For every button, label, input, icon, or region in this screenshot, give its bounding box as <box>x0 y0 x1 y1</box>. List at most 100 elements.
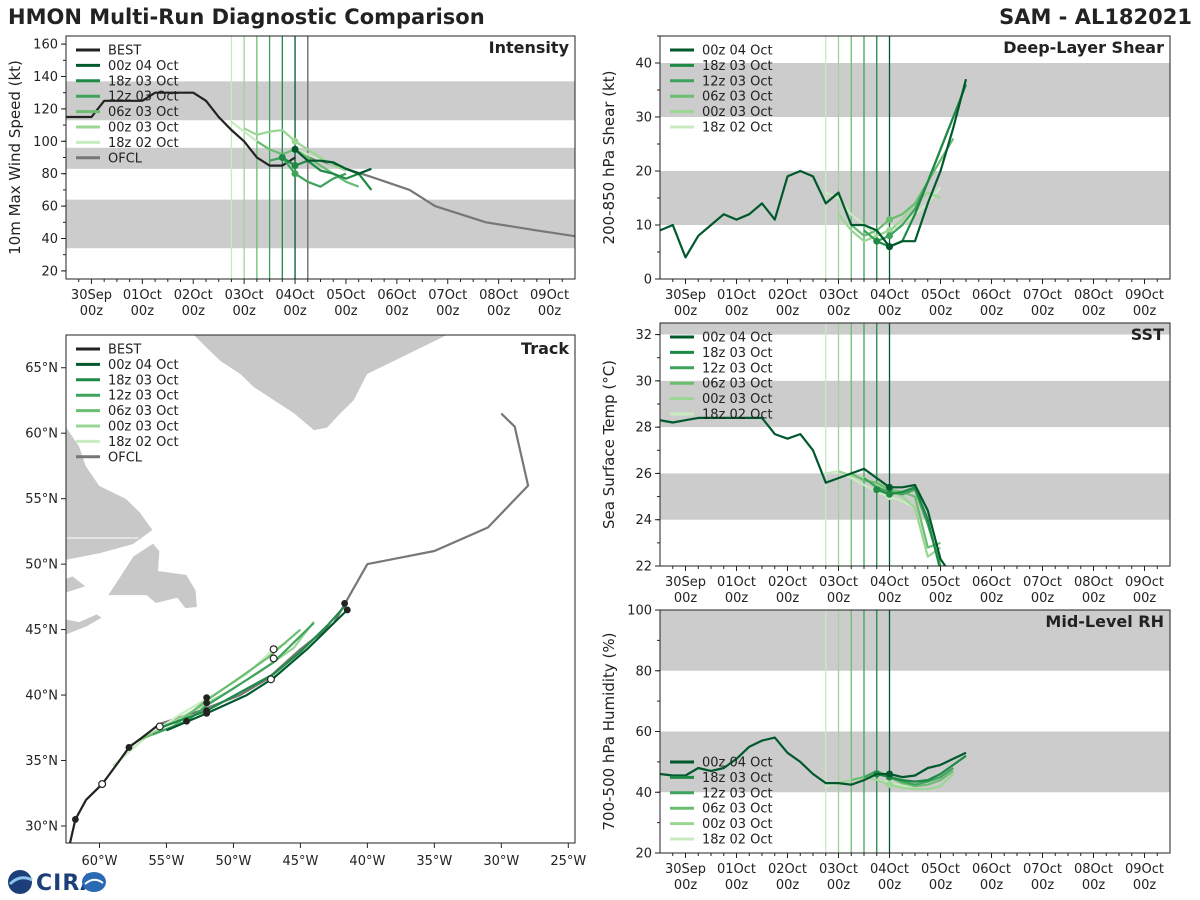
rh-band-1 <box>660 610 1170 671</box>
track-legend-label: 18z 03 Oct <box>108 373 179 388</box>
rh-xtick-label: 03Oct <box>819 862 858 877</box>
intensity-xtick-label: 09Oct <box>530 288 569 303</box>
land-gaspe <box>66 575 87 594</box>
panel-shear: 01020304030Sep00z01Oct00z02Oct00z03Oct00… <box>600 35 1171 319</box>
shear-ytick-label: 40 <box>635 57 652 72</box>
sst-legend-label: 12z 03 Oct <box>702 361 773 376</box>
land-labrador <box>66 425 154 561</box>
track-dot-open <box>266 675 275 684</box>
land-greenland <box>192 335 448 432</box>
track-dot-filled <box>183 717 190 725</box>
shear-xtick-label: 06Oct <box>972 288 1011 303</box>
rh-legend-label: 00z 03 Oct <box>702 817 773 832</box>
track-xtick-label: 25°W <box>550 854 586 869</box>
rh-xtick-sublabel: 00z <box>776 878 800 893</box>
intensity-xtick-sublabel: 00z <box>232 304 256 319</box>
rh-title: Mid-Level RH <box>1045 612 1164 631</box>
rh-xtick-label: 05Oct <box>921 862 960 877</box>
sst-band-1 <box>660 380 1170 428</box>
sst-xtick-sublabel: 00z <box>1031 591 1055 606</box>
rh-xtick-sublabel: 00z <box>980 878 1004 893</box>
intensity-title: Intensity <box>489 38 570 57</box>
sst-xtick-sublabel: 00z <box>929 591 953 606</box>
rh-ytick-label: 20 <box>635 847 652 862</box>
panel-track: 60°W 55°W 50°W 45°W 40°W 35°W 30°W 25°W 30°N 35°N… <box>25 334 586 869</box>
track-xtick-label: 40°W <box>349 854 385 869</box>
shear-xtick-label: 05Oct <box>921 288 960 303</box>
intensity-xtick-label: 01Oct <box>123 288 162 303</box>
intensity-xtick-label: 08Oct <box>479 288 518 303</box>
shear-xtick-label: 01Oct <box>717 288 756 303</box>
track-dot-filled <box>341 600 349 607</box>
intensity-marker-12z-03-Oct <box>291 170 299 178</box>
figure-title: HMON Multi-Run Diagnostic Comparison <box>8 5 485 29</box>
track-plot-area <box>66 335 530 843</box>
rh-xtick-sublabel: 00z <box>827 878 851 893</box>
track-dot-filled <box>343 606 351 614</box>
shear-xtick-sublabel: 00z <box>878 304 902 319</box>
shear-legend-label: 18z 02 Oct <box>702 121 773 136</box>
track-xtick-label: 55°W <box>149 854 185 869</box>
rh-xtick-label: 01Oct <box>717 862 756 877</box>
intensity-series-00z-04-Oct <box>294 148 372 175</box>
shear-band-1 <box>660 63 1170 117</box>
shear-xtick-sublabel: 00z <box>674 304 698 319</box>
sst-xtick-label: 30Sep <box>665 575 706 590</box>
sst-ytick-label: 26 <box>635 467 652 482</box>
shear-title: Deep-Layer Shear <box>1003 38 1164 57</box>
shear-xtick-sublabel: 00z <box>1082 304 1106 319</box>
intensity-xtick-label: 06Oct <box>377 288 416 303</box>
track-legend-label: 00z 03 Oct <box>108 420 179 435</box>
rh-legend-label: 00z 04 Oct <box>702 756 773 771</box>
intensity-xtick-sublabel: 00z <box>80 304 104 319</box>
intensity-legend-label: 06z 03 Oct <box>108 105 179 120</box>
rh-ytick-label: 60 <box>635 725 652 740</box>
intensity-xtick-sublabel: 00z <box>487 304 511 319</box>
sst-xtick-sublabel: 00z <box>674 591 698 606</box>
intensity-xtick-label: 04Oct <box>276 288 315 303</box>
track-dot-filled <box>203 699 211 707</box>
intensity-marker-00z-03-Oct <box>291 137 299 145</box>
track-ytick-label: 55°N <box>25 492 58 507</box>
rh-legend-label: 12z 03 Oct <box>702 786 773 801</box>
rh-xtick-label: 07Oct <box>1023 862 1062 877</box>
sst-xtick-sublabel: 00z <box>1082 591 1106 606</box>
intensity-ylabel: 10m Max Wind Speed (kt) <box>6 60 24 255</box>
logo-swirl <box>8 876 33 886</box>
sst-series-00z-04-Oct <box>660 416 947 566</box>
shear-xtick-label: 03Oct <box>819 288 858 303</box>
rh-xtick-sublabel: 00z <box>1133 878 1157 893</box>
intensity-xtick-sublabel: 00z <box>385 304 409 319</box>
shear-xtick-label: 04Oct <box>870 288 909 303</box>
shear-band-0 <box>660 171 1170 225</box>
land-newfoundland <box>106 542 198 610</box>
sst-marker-18z-03-Oct <box>873 486 881 494</box>
track-series-BEST <box>68 723 161 843</box>
logo-badge <box>82 872 106 892</box>
land-nova-scotia <box>66 613 103 636</box>
intensity-xtick-label: 02Oct <box>174 288 213 303</box>
track-xtick-label: 60°W <box>82 854 118 869</box>
shear-marker-06z-03-Oct <box>886 216 893 224</box>
intensity-xtick-sublabel: 00z <box>436 304 460 319</box>
intensity-ytick-label: 80 <box>41 167 58 182</box>
shear-xtick-label: 07Oct <box>1023 288 1062 303</box>
track-title: Track <box>521 339 569 358</box>
track-legend-label: 06z 03 Oct <box>108 404 179 419</box>
rh-xtick-sublabel: 00z <box>929 878 953 893</box>
intensity-series-06z-03-Oct <box>256 140 360 188</box>
shear-xtick-label: 02Oct <box>768 288 807 303</box>
sst-legend-label: 06z 03 Oct <box>702 377 773 392</box>
sst-legend-label: 18z 03 Oct <box>702 346 773 361</box>
rh-series-00z-04-Oct <box>660 736 967 786</box>
intensity-marker-18z-03-Oct <box>291 162 299 170</box>
rh-legend-label: 18z 02 Oct <box>702 833 773 848</box>
sst-ytick-label: 32 <box>635 328 652 343</box>
intensity-legend-label: 00z 03 Oct <box>108 121 179 136</box>
rh-xtick-sublabel: 00z <box>1082 878 1106 893</box>
intensity-marker-00z-04-Oct <box>291 145 299 153</box>
shear-legend-label: 06z 03 Oct <box>702 90 773 105</box>
